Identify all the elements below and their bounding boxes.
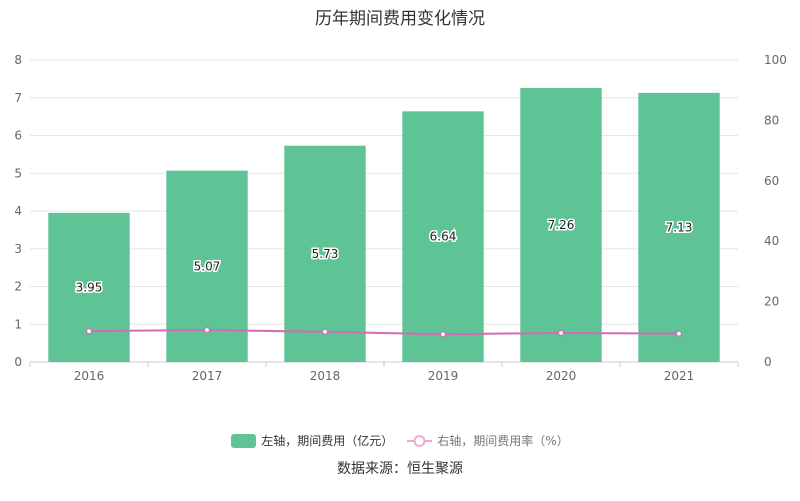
rate-line <box>88 328 680 336</box>
legend-bar-swatch <box>231 433 257 448</box>
legend-item-bar[interactable]: 左轴，期间费用（亿元） <box>231 432 393 449</box>
rate-point <box>675 330 683 337</box>
right-tick-label: 40 <box>764 234 779 248</box>
left-axis-ticks: 0 1 2 3 4 5 6 7 8 <box>14 53 22 369</box>
bar <box>284 145 366 362</box>
bar-data-label: 5.07 <box>194 259 221 273</box>
bar-data-label: 6.64 <box>430 230 457 244</box>
left-tick-label: 7 <box>14 91 22 105</box>
bar <box>520 87 602 362</box>
rate-point <box>203 326 211 334</box>
legend-line-label: 右轴，期间费用率（%） <box>437 434 569 448</box>
x-axis-ticks: 2016 2017 2018 2019 2020 2021 <box>29 362 739 383</box>
left-tick-label: 1 <box>14 317 22 331</box>
x-tick-label: 2018 <box>310 369 341 383</box>
x-tick-label: 2016 <box>74 369 105 383</box>
bar <box>638 92 720 362</box>
rate-point <box>85 328 93 335</box>
left-tick-label: 5 <box>14 166 22 180</box>
bar-data-label: 7.13 <box>666 220 693 234</box>
bar-data-label: 7.26 <box>548 218 575 232</box>
legend-line-swatch <box>407 434 433 447</box>
bar <box>402 111 484 362</box>
bar-data-label: 3.95 <box>76 280 103 294</box>
right-tick-label: 20 <box>764 295 779 309</box>
bar-series <box>48 87 720 362</box>
left-tick-label: 4 <box>14 204 22 218</box>
right-tick-label: 60 <box>764 174 779 188</box>
x-tick-label: 2021 <box>664 369 695 383</box>
bar-data-labels: 3.95 5.07 5.73 6.64 7.26 7.13 <box>74 216 694 295</box>
bar-data-label: 5.73 <box>312 247 339 261</box>
line-series <box>85 326 683 338</box>
x-tick-label: 2019 <box>428 369 459 383</box>
legend-item-line[interactable]: 右轴，期间费用率（%） <box>407 432 569 449</box>
legend-bar-label: 左轴，期间费用（亿元） <box>261 434 394 448</box>
left-tick-label: 2 <box>14 280 22 294</box>
right-tick-label: 0 <box>764 355 772 369</box>
grid-lines <box>30 59 738 363</box>
left-tick-label: 6 <box>14 129 22 143</box>
x-tick-label: 2017 <box>192 369 223 383</box>
left-tick-label: 0 <box>14 355 22 369</box>
right-tick-label: 80 <box>764 113 779 127</box>
legend: 左轴，期间费用（亿元） 右轴，期间费用率（%） <box>0 432 800 449</box>
left-tick-label: 8 <box>14 53 22 67</box>
left-tick-label: 3 <box>14 242 22 256</box>
right-tick-label: 100 <box>764 53 787 67</box>
x-tick-label: 2020 <box>546 369 577 383</box>
rate-point <box>439 331 447 338</box>
data-source: 数据来源：恒生聚源 <box>337 461 463 477</box>
chart-title: 历年期间费用变化情况 <box>315 9 485 29</box>
rate-point <box>557 329 565 337</box>
bar <box>48 212 130 362</box>
right-axis-ticks: 0 20 40 60 80 100 <box>764 53 787 369</box>
rate-point <box>321 328 329 335</box>
